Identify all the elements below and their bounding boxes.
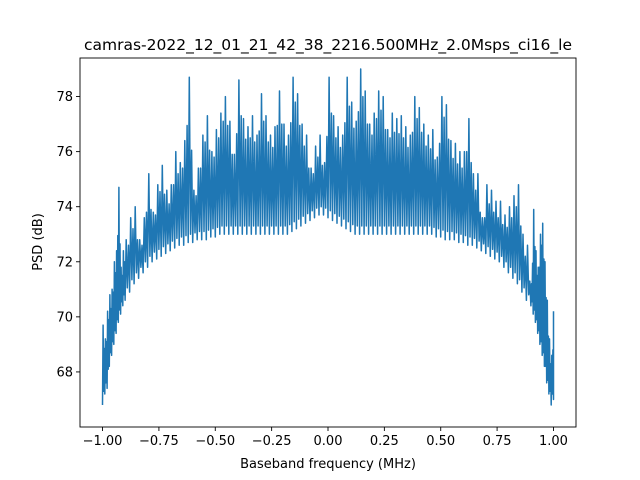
x-axis-label: Baseband frequency (MHz) xyxy=(240,457,416,472)
psd-series-line-0 xyxy=(101,68,555,406)
y-tick-label: 70 xyxy=(56,310,73,325)
y-tick-label: 72 xyxy=(56,255,73,270)
x-tick-label: −0.75 xyxy=(139,434,179,449)
x-tick-label: −0.50 xyxy=(195,434,235,449)
x-tick-label: 0.75 xyxy=(483,434,512,449)
x-tick-label: 0.25 xyxy=(370,434,399,449)
x-tick-label: 0.00 xyxy=(314,434,343,449)
x-tick-label: 0.50 xyxy=(426,434,455,449)
x-tick-label: −0.25 xyxy=(252,434,292,449)
x-tick-label: −1.00 xyxy=(83,434,123,449)
x-tick-label: 1.00 xyxy=(539,434,568,449)
chart-title: camras-2022_12_01_21_42_38_2216.500MHz_2… xyxy=(84,36,572,55)
y-axis: 68 70 72 74 76 78 xyxy=(56,90,80,380)
y-tick-label: 68 xyxy=(56,365,73,380)
y-tick-label: 74 xyxy=(56,200,73,215)
series-group xyxy=(101,68,555,406)
y-tick-label: 76 xyxy=(56,145,73,160)
y-tick-label: 78 xyxy=(56,90,73,105)
y-axis-label: PSD (dB) xyxy=(31,213,46,271)
x-axis: −1.00 −0.75 −0.50 −0.25 0.00 0.25 0.50 0.75 1.00 xyxy=(83,427,568,449)
